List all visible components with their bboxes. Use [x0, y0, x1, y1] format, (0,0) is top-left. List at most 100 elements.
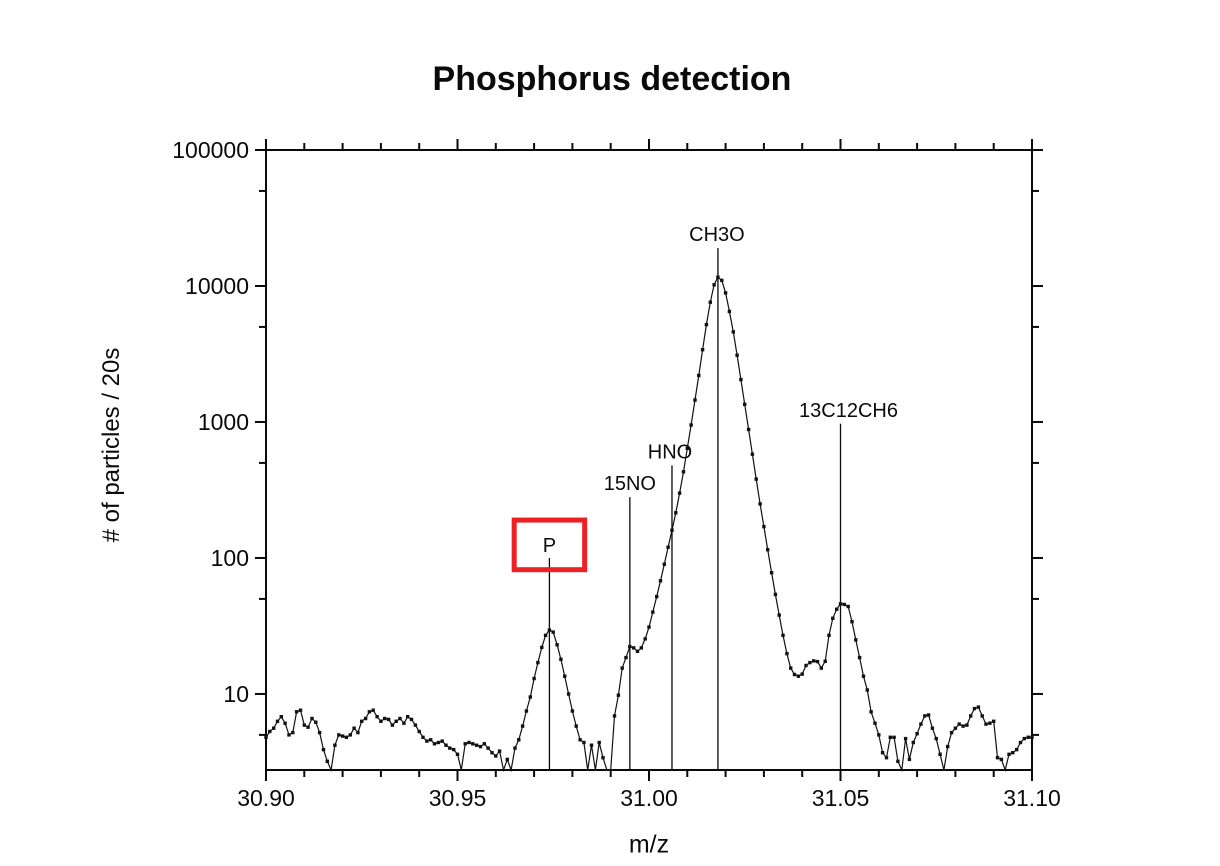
- data-point: [344, 735, 349, 739]
- data-point: [915, 732, 919, 736]
- data-point: [808, 660, 812, 665]
- data-point: [926, 713, 931, 717]
- data-point: [494, 754, 498, 758]
- data-point: [612, 714, 617, 718]
- data-point: [264, 735, 268, 739]
- data-point: [873, 721, 877, 725]
- data-point: [662, 562, 666, 566]
- data-point: [390, 723, 395, 727]
- data-point: [570, 709, 575, 713]
- data-point: [992, 719, 996, 723]
- data-point: [892, 735, 896, 739]
- x-tick-label: 31.05: [812, 785, 870, 811]
- data-point: [643, 637, 647, 641]
- data-point: [995, 756, 1000, 760]
- data-point: [739, 377, 743, 382]
- data-point: [988, 721, 992, 725]
- data-point: [582, 740, 586, 745]
- data-point: [647, 625, 651, 629]
- data-point: [919, 722, 923, 726]
- data-point: [375, 715, 379, 719]
- data-point: [279, 715, 283, 719]
- data-point: [298, 708, 303, 712]
- data-point: [792, 672, 797, 677]
- data-point: [543, 633, 548, 637]
- data-point: [823, 659, 827, 663]
- data-point: [972, 706, 977, 711]
- data-point: [903, 736, 908, 741]
- data-point: [436, 740, 441, 745]
- data-point: [677, 491, 682, 495]
- p-highlight-box: [511, 517, 588, 573]
- chart-title: Phosphorus detection: [432, 60, 792, 98]
- data-point: [421, 735, 425, 739]
- data-point: [976, 705, 981, 709]
- data-point: [632, 646, 636, 650]
- y-tick-label: 10: [223, 681, 249, 707]
- data-point: [984, 722, 988, 726]
- data-point: [413, 723, 418, 727]
- data-point: [578, 738, 582, 742]
- data-point: [743, 402, 747, 406]
- data-point: [597, 740, 601, 745]
- data-point: [559, 657, 563, 661]
- data-point: [302, 723, 306, 727]
- data-point: [961, 724, 965, 728]
- data-point: [934, 736, 938, 741]
- y-tick-label: 10000: [185, 273, 249, 299]
- data-point: [639, 646, 643, 650]
- data-point: [980, 714, 984, 718]
- data-point: [317, 730, 322, 735]
- data-point: [379, 719, 383, 723]
- data-point: [907, 757, 912, 762]
- data-point: [333, 743, 337, 747]
- data-point: [532, 676, 536, 681]
- data-point: [957, 722, 961, 726]
- data-point: [712, 283, 716, 287]
- data-point: [930, 726, 935, 730]
- data-point: [555, 643, 559, 647]
- data-point: [490, 751, 494, 755]
- data-point: [923, 714, 927, 718]
- data-point: [785, 651, 789, 656]
- data-point: [566, 692, 571, 696]
- data-point: [417, 729, 421, 734]
- data-point: [896, 759, 900, 763]
- data-point: [505, 757, 509, 762]
- data-point: [356, 730, 360, 735]
- data-point: [406, 715, 410, 719]
- y-tick-label: 100000: [172, 137, 249, 163]
- data-point: [471, 742, 475, 746]
- data-point: [287, 733, 291, 737]
- data-point: [720, 278, 724, 283]
- data-point: [520, 724, 525, 728]
- data-point: [674, 511, 678, 515]
- data-point: [383, 716, 387, 721]
- data-point: [812, 659, 816, 663]
- data-point: [478, 744, 483, 749]
- data-point: [474, 743, 479, 747]
- data-point: [497, 749, 502, 753]
- data-point: [704, 322, 709, 327]
- data-point: [857, 655, 862, 660]
- data-point: [536, 660, 540, 665]
- peak-label-13C12CH6: 13C12CH6: [799, 400, 898, 422]
- data-point: [800, 672, 804, 676]
- data-point: [838, 602, 843, 606]
- data-point: [658, 579, 663, 583]
- data-point: [291, 730, 295, 735]
- data-point: [551, 630, 555, 634]
- data-point: [616, 693, 621, 697]
- data-point: [455, 752, 460, 756]
- data-point: [750, 452, 755, 456]
- peak-label-15NO: 15NO: [604, 473, 656, 495]
- data-point: [869, 710, 873, 714]
- data-point: [685, 446, 689, 450]
- data-point: [888, 735, 892, 739]
- data-point: [884, 756, 889, 760]
- data-point: [854, 638, 858, 642]
- data-point: [781, 633, 785, 637]
- data-point: [294, 710, 299, 714]
- data-point: [651, 610, 655, 614]
- data-point: [1022, 736, 1026, 741]
